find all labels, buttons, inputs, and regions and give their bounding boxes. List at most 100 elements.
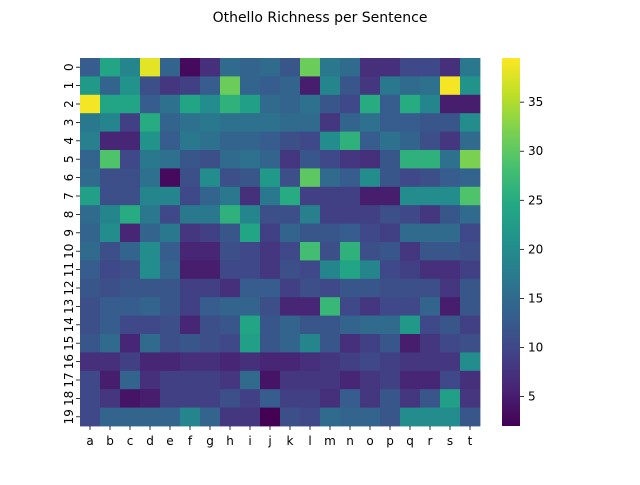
heatmap-cell [160, 242, 181, 261]
heatmap-cell [180, 352, 201, 372]
heatmap-cell [420, 223, 441, 243]
heatmap-cell [180, 223, 201, 243]
heatmap-cell [280, 186, 301, 206]
heatmap-cell [240, 334, 261, 353]
heatmap-cell [320, 168, 341, 188]
heatmap-cell [380, 278, 401, 298]
heatmap-cell [220, 131, 241, 151]
heatmap-cell [380, 205, 401, 224]
heatmap-cell [220, 94, 241, 114]
heatmap-cell [340, 168, 361, 188]
y-tick-label: 4 [62, 137, 76, 145]
heatmap-cell [80, 150, 101, 169]
heatmap-cell [320, 352, 341, 372]
heatmap-cell [140, 297, 161, 316]
heatmap-cell [140, 223, 161, 243]
heatmap-cell [160, 113, 181, 132]
heatmap-cell [200, 334, 221, 353]
heatmap-cell [180, 407, 201, 427]
heatmap-cell [80, 297, 101, 316]
heatmap-cell [420, 389, 441, 408]
heatmap-cell [380, 242, 401, 261]
heatmap-cell [160, 370, 181, 390]
heatmap-cell [220, 315, 241, 335]
heatmap-cell [100, 278, 121, 298]
heatmap-cell [120, 150, 141, 169]
heatmap-cell [380, 94, 401, 114]
heatmap-cell [180, 131, 201, 151]
heatmap-cell [120, 113, 141, 132]
heatmap-cell [260, 76, 281, 96]
heatmap-cell [420, 186, 441, 206]
heatmap-cell [120, 260, 141, 280]
heatmap-cell [460, 58, 481, 77]
heatmap-cell [300, 278, 321, 298]
heatmap-cell [100, 389, 121, 408]
heatmap-cell [360, 131, 381, 151]
heatmap-cell [120, 315, 141, 335]
heatmap-cell [260, 223, 281, 243]
heatmap-cell [340, 297, 361, 316]
x-tick-label: m [324, 434, 336, 448]
heatmap-cell [280, 242, 301, 261]
heatmap-cell [80, 242, 101, 261]
heatmap-cell [240, 58, 261, 77]
heatmap-cell [320, 407, 341, 427]
heatmap-cell [120, 242, 141, 261]
heatmap-cell [460, 113, 481, 132]
heatmap-cell [120, 370, 141, 390]
heatmap-cell [100, 352, 121, 372]
heatmap-cell [360, 76, 381, 96]
y-tick-label: 16 [62, 354, 76, 369]
heatmap-cell [280, 223, 301, 243]
heatmap-cell [220, 260, 241, 280]
heatmap-cell [100, 186, 121, 206]
y-tick-label: 13 [62, 299, 76, 314]
heatmap-cell [80, 407, 101, 427]
heatmap-cell [360, 113, 381, 132]
heatmap-cell [440, 168, 461, 188]
heatmap-cell [180, 370, 201, 390]
heatmap-cell [200, 260, 221, 280]
heatmap-cell [340, 352, 361, 372]
heatmap-cell [180, 58, 201, 77]
colorbar [502, 58, 520, 426]
heatmap-cell [260, 113, 281, 132]
heatmap-cell [300, 223, 321, 243]
heatmap-cell [380, 223, 401, 243]
heatmap-cell [100, 168, 121, 188]
heatmap-cell [340, 223, 361, 243]
colorbar-tick-label: 15 [528, 291, 543, 305]
heatmap-cell [240, 223, 261, 243]
heatmap-cell [320, 315, 341, 335]
heatmap-cell [160, 352, 181, 372]
heatmap-cell [420, 168, 441, 188]
heatmap-cell [200, 297, 221, 316]
heatmap-cell [280, 76, 301, 96]
heatmap-cell [320, 58, 341, 77]
heatmap-cell [280, 352, 301, 372]
heatmap-cell [100, 58, 121, 77]
heatmap-cell [400, 186, 421, 206]
x-tick-label: o [366, 434, 373, 448]
heatmap-cell [440, 205, 461, 224]
heatmap-cell [320, 242, 341, 261]
heatmap-cell [200, 315, 221, 335]
heatmap-cell [120, 389, 141, 408]
heatmap-cell [360, 150, 381, 169]
heatmap-cell [120, 297, 141, 316]
heatmap-cell [100, 150, 121, 169]
heatmap-cell [80, 205, 101, 224]
heatmap-cell [180, 113, 201, 132]
y-tick-label: 7 [62, 192, 76, 200]
heatmap-cell [440, 76, 461, 96]
heatmap-cell [80, 315, 101, 335]
heatmap-cell [420, 113, 441, 132]
heatmap-cell [120, 168, 141, 188]
heatmap-cell [400, 223, 421, 243]
heatmap-cell [440, 407, 461, 427]
heatmap-cell [240, 131, 261, 151]
heatmap-cell [420, 334, 441, 353]
heatmap-cell [420, 205, 441, 224]
